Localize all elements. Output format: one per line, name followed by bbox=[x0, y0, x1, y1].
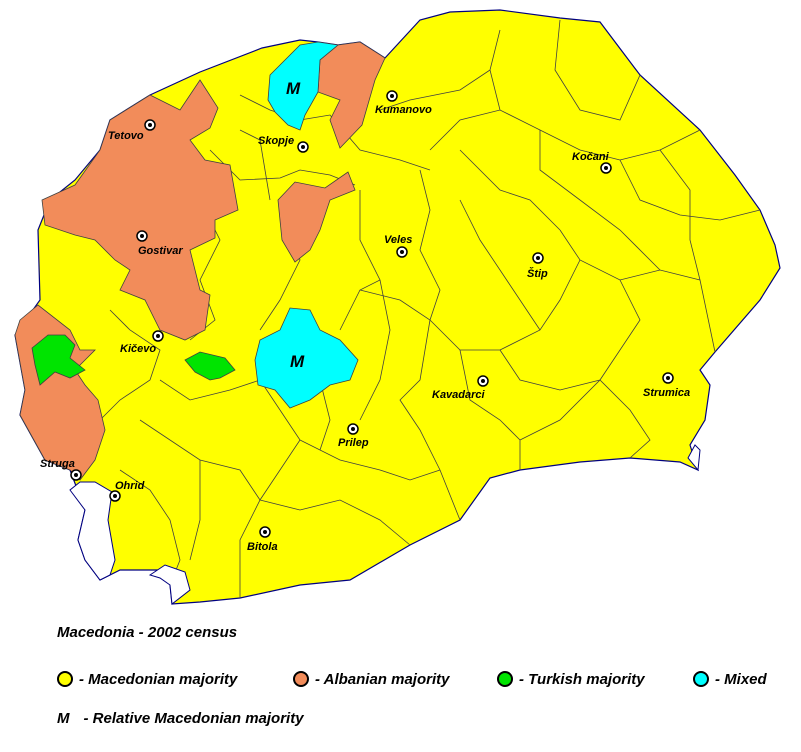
legend-label-macedonian: - Macedonian majority bbox=[79, 670, 238, 688]
city-label-struga: Struga bbox=[40, 458, 75, 470]
city-label-stip: Štip bbox=[527, 267, 548, 280]
legend-swatch-macedonian bbox=[57, 671, 73, 687]
lake-prespa bbox=[148, 564, 191, 605]
city-dot-skopje bbox=[301, 145, 305, 149]
legend-note: M - Relative Macedonian majority bbox=[57, 710, 304, 727]
legend-label-albanian: - Albanian majority bbox=[315, 670, 450, 688]
legend-item-turkish: - Turkish majority bbox=[497, 668, 645, 690]
city-dot-struga bbox=[74, 473, 78, 477]
map-svg: M M Tetovo Skopje Kumanovo Kočani Gostivar Ve… bbox=[14, 9, 781, 605]
legend-label-turkish: - Turkish majority bbox=[519, 670, 645, 688]
city-dot-kicevo bbox=[156, 334, 160, 338]
city-dot-kumanovo bbox=[390, 94, 394, 98]
turkish-area-central bbox=[184, 351, 236, 381]
turkish-areas bbox=[31, 334, 236, 386]
city-dot-ohrid bbox=[113, 494, 117, 498]
city-label-strumica: Strumica bbox=[643, 387, 690, 399]
map-mark-m-north: M bbox=[286, 79, 301, 98]
city-dot-prilep bbox=[351, 427, 355, 431]
city-dot-kocani bbox=[604, 166, 608, 170]
legend-item-macedonian: - Macedonian majority bbox=[57, 668, 237, 690]
legend-title: Macedonia - 2002 census bbox=[57, 624, 238, 641]
legend-swatch-turkish bbox=[497, 671, 513, 687]
city-dot-gostivar bbox=[140, 234, 144, 238]
city-label-kavadarci: Kavadarci bbox=[432, 389, 486, 401]
legend-item-albanian: - Albanian majority bbox=[293, 668, 449, 690]
city-label-skopje: Skopje bbox=[258, 135, 294, 147]
cities-layer: Tetovo Skopje Kumanovo Kočani Gostivar Veles Š… bbox=[40, 90, 690, 553]
legend-item-mixed: - Mixed bbox=[693, 668, 767, 690]
city-label-tetovo: Tetovo bbox=[108, 130, 144, 142]
city-dot-kavadarci bbox=[481, 379, 485, 383]
city-label-kocani: Kočani bbox=[572, 151, 610, 163]
legend-swatch-albanian bbox=[293, 671, 309, 687]
city-label-ohrid: Ohrid bbox=[115, 480, 145, 492]
city-label-prilep: Prilep bbox=[338, 437, 369, 449]
city-label-gostivar: Gostivar bbox=[138, 245, 183, 257]
city-label-bitola: Bitola bbox=[247, 541, 278, 553]
city-dot-tetovo bbox=[148, 123, 152, 127]
municipality-borders bbox=[99, 19, 761, 598]
mixed-area-north bbox=[267, 41, 339, 131]
lake-dojran bbox=[687, 444, 701, 472]
country-area bbox=[14, 9, 781, 605]
city-label-kumanovo: Kumanovo bbox=[375, 104, 432, 116]
city-dot-bitola bbox=[263, 530, 267, 534]
city-dot-stip bbox=[536, 256, 540, 260]
city-dot-strumica bbox=[666, 376, 670, 380]
albanian-area-tetovo bbox=[41, 79, 239, 341]
ethnic-map: M M Tetovo Skopje Kumanovo Kočani Gostivar Ve… bbox=[14, 9, 781, 605]
legend-row: - Macedonian majority - Albanian majorit… bbox=[57, 668, 797, 690]
map-mark-m-central: M bbox=[290, 352, 305, 371]
turkish-area-west bbox=[31, 334, 86, 386]
legend-note-mark: M bbox=[57, 710, 70, 727]
city-label-kicevo: Kičevo bbox=[120, 343, 156, 355]
albanian-area-central bbox=[277, 171, 356, 263]
city-label-veles: Veles bbox=[384, 234, 412, 246]
mixed-areas bbox=[254, 41, 359, 409]
lake-ohrid bbox=[69, 481, 116, 581]
legend-label-mixed: - Mixed bbox=[715, 670, 767, 688]
city-dot-veles bbox=[400, 250, 404, 254]
legend-swatch-mixed bbox=[693, 671, 709, 687]
legend-note-text: - Relative Macedonian majority bbox=[83, 710, 304, 727]
mixed-area-central bbox=[254, 307, 359, 409]
